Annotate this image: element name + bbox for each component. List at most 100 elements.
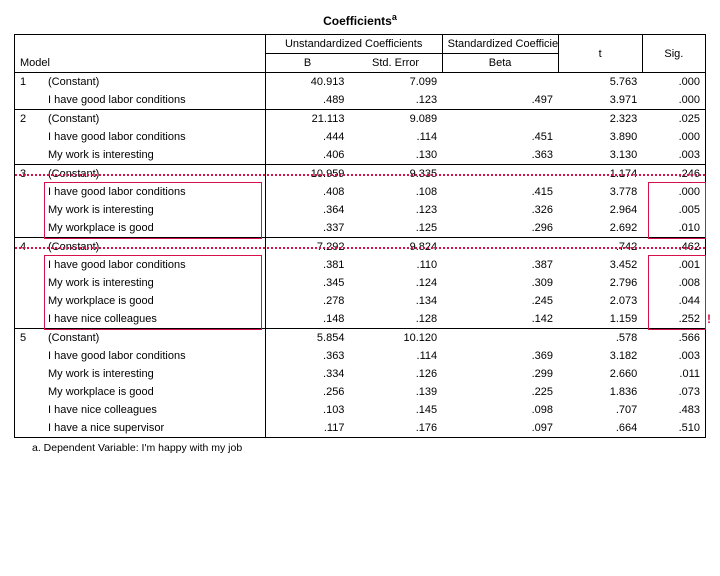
model-number-cell: 4 [15,238,44,257]
model-number-cell: 3 [15,165,44,184]
variable-name-cell: My work is interesting [44,201,265,219]
table-row: I have good labor conditions.408.108.415… [15,183,706,201]
variable-name-cell: (Constant) [44,238,265,257]
t-cell: 2.692 [558,219,642,238]
table-footnote: a. Dependent Variable: I'm happy with my… [14,438,706,454]
b-cell: .363 [265,347,349,365]
t-cell: 2.660 [558,365,642,383]
b-cell: .117 [265,419,349,438]
beta-cell [442,73,558,92]
se-cell: .123 [349,91,442,110]
title-superscript: a [392,12,397,22]
model-number-cell [15,292,44,310]
model-number-cell: 2 [15,110,44,129]
se-cell: .124 [349,274,442,292]
se-cell: .126 [349,365,442,383]
t-cell: 3.182 [558,347,642,365]
t-cell: .742 [558,238,642,257]
sig-cell: .566 [642,329,705,348]
t-cell: 1.836 [558,383,642,401]
header-std-group: Standardized Coefficients [442,35,558,54]
t-cell: 3.130 [558,146,642,165]
title-text: Coefficients [323,14,392,28]
coefficients-table: Model Unstandardized Coefficients Standa… [14,34,706,438]
se-cell: .108 [349,183,442,201]
se-cell: 7.099 [349,73,442,92]
se-cell: .176 [349,419,442,438]
table-row: I have good labor conditions.381.110.387… [15,256,706,274]
table-row: 3(Constant)10.9599.3351.174.246 [15,165,706,184]
table-row: My workplace is good.337.125.2962.692.01… [15,219,706,238]
model-number-cell [15,347,44,365]
se-cell: 9.335 [349,165,442,184]
table-row: I have a nice supervisor.117.176.097.664… [15,419,706,438]
table-header: Model Unstandardized Coefficients Standa… [15,35,706,73]
highlight-exclamation: ! [707,312,711,326]
model-number-cell [15,146,44,165]
model-number-cell [15,274,44,292]
t-cell: 2.796 [558,274,642,292]
variable-name-cell: I have nice colleagues [44,310,265,329]
t-cell: 5.763 [558,73,642,92]
table-row: I have good labor conditions.489.123.497… [15,91,706,110]
sig-cell: .510 [642,419,705,438]
sig-cell: .073 [642,383,705,401]
sig-cell: .010 [642,219,705,238]
sig-cell: .483 [642,401,705,419]
sig-cell: .000 [642,128,705,146]
header-t: t [558,35,642,73]
beta-cell: .309 [442,274,558,292]
se-cell: .134 [349,292,442,310]
table-row: I have nice colleagues.103.145.098.707.4… [15,401,706,419]
b-cell: .364 [265,201,349,219]
header-b: B [265,54,349,73]
header-beta: Beta [442,54,558,73]
variable-name-cell: (Constant) [44,110,265,129]
table-row: 5(Constant)5.85410.120.578.566 [15,329,706,348]
se-cell: 10.120 [349,329,442,348]
sig-cell: .246 [642,165,705,184]
beta-cell: .225 [442,383,558,401]
t-cell: 2.323 [558,110,642,129]
b-cell: .489 [265,91,349,110]
variable-name-cell: I have good labor conditions [44,91,265,110]
variable-name-cell: I have good labor conditions [44,256,265,274]
se-cell: .128 [349,310,442,329]
header-model: Model [15,35,266,73]
b-cell: 5.854 [265,329,349,348]
sig-cell: .003 [642,347,705,365]
variable-name-cell: My workplace is good [44,383,265,401]
se-cell: 9.089 [349,110,442,129]
sig-cell: .000 [642,183,705,201]
se-cell: .114 [349,347,442,365]
se-cell: .145 [349,401,442,419]
beta-cell: .326 [442,201,558,219]
table-row: My workplace is good.256.139.2251.836.07… [15,383,706,401]
sig-cell: .462 [642,238,705,257]
b-cell: .408 [265,183,349,201]
beta-cell: .245 [442,292,558,310]
variable-name-cell: My work is interesting [44,274,265,292]
table-row: My workplace is good.278.134.2452.073.04… [15,292,706,310]
beta-cell: .142 [442,310,558,329]
beta-cell: .415 [442,183,558,201]
b-cell: .406 [265,146,349,165]
t-cell: 1.174 [558,165,642,184]
beta-cell: .369 [442,347,558,365]
se-cell: .125 [349,219,442,238]
table-row: I have good labor conditions.444.114.451… [15,128,706,146]
beta-cell: .387 [442,256,558,274]
variable-name-cell: I have good labor conditions [44,347,265,365]
beta-cell: .497 [442,91,558,110]
model-number-cell [15,419,44,438]
beta-cell: .299 [442,365,558,383]
t-cell: .664 [558,419,642,438]
beta-cell: .296 [442,219,558,238]
model-number-cell [15,183,44,201]
table-row: My work is interesting.345.124.3092.796.… [15,274,706,292]
sig-cell: .252 [642,310,705,329]
table-row: 1(Constant)40.9137.0995.763.000 [15,73,706,92]
model-number-cell [15,128,44,146]
beta-cell [442,329,558,348]
b-cell: .334 [265,365,349,383]
